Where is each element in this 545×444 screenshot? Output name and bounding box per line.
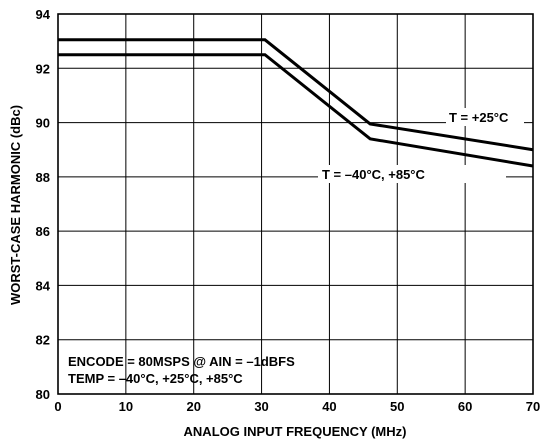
series-label-25c: T = +25°C: [446, 108, 524, 126]
series-label-25c-text: T = +25°C: [449, 110, 509, 125]
series-layer: [58, 38, 534, 168]
x-tick-label: 50: [390, 399, 404, 414]
y-tick-label: 86: [36, 224, 50, 239]
x-tick-label: 60: [458, 399, 472, 414]
x-tick-label: 30: [254, 399, 268, 414]
y-tick-label: 88: [36, 170, 50, 185]
x-tick-label: 70: [526, 399, 540, 414]
y-tick-label: 92: [36, 61, 50, 76]
series-label-40c-85c-text: T = –40°C, +85°C: [322, 167, 426, 182]
annotation-encode: ENCODE = 80MSPS @ AIN = –1dBFS: [68, 354, 295, 369]
x-axis-label: ANALOG INPUT FREQUENCY (MHz): [184, 424, 407, 439]
y-tick-label: 80: [36, 387, 50, 402]
plot-frame: [57, 13, 534, 395]
annotation-temp: TEMP = –40°C, +25°C, +85°C: [68, 371, 243, 386]
x-tick-labels: 0 10 20 30 40 50 60 70: [54, 399, 540, 414]
x-tick-label: 20: [186, 399, 200, 414]
grid-lines: [57, 13, 534, 395]
series-line-0: [58, 38, 534, 152]
y-tick-label: 84: [36, 278, 51, 293]
y-tick-labels: 80 82 84 86 88 90 92 94: [36, 7, 51, 402]
series-line-1: [58, 53, 534, 168]
y-tick-label: 94: [36, 7, 51, 22]
x-tick-label: 10: [119, 399, 133, 414]
y-tick-label: 90: [36, 116, 50, 131]
x-tick-label: 0: [54, 399, 61, 414]
series-label-40c-85c: T = –40°C, +85°C: [318, 165, 506, 183]
y-axis-label: WORST-CASE HARMONIC (dBc): [8, 105, 23, 305]
y-tick-label: 82: [36, 333, 50, 348]
x-tick-label: 40: [322, 399, 336, 414]
